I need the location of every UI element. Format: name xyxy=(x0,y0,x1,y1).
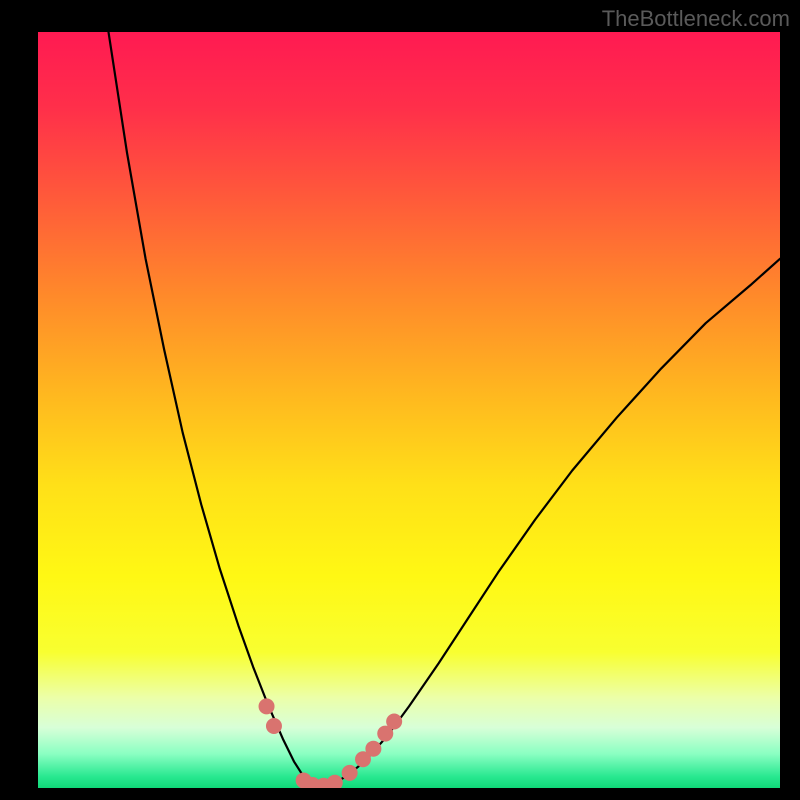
watermark-text: TheBottleneck.com xyxy=(602,6,790,32)
bottleneck-curve xyxy=(38,32,780,788)
chart-plot-area xyxy=(38,32,780,788)
